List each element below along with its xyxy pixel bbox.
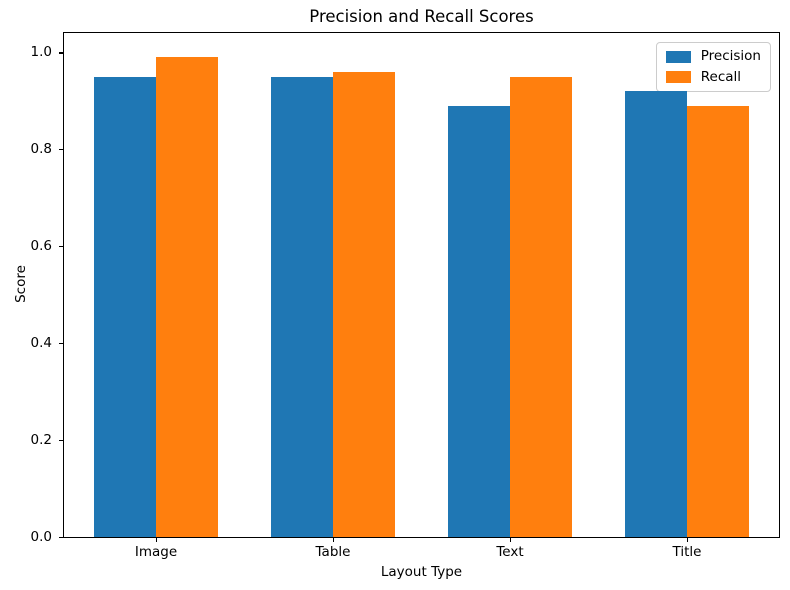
- x-tick-mark: [333, 538, 335, 542]
- legend-item-precision: Precision: [665, 48, 761, 64]
- x-tick-label-title: Title: [672, 544, 702, 560]
- y-tick-mark: [59, 440, 63, 442]
- bar-recall-table: [333, 71, 395, 537]
- y-tick-mark: [59, 537, 63, 539]
- x-tick-mark: [686, 538, 689, 542]
- y-axis-label: Score: [13, 265, 29, 303]
- x-tick-mark: [509, 538, 512, 542]
- bar-precision-title: [625, 91, 687, 537]
- legend-label-precision: Precision: [700, 48, 761, 64]
- bar-precision-text: [448, 105, 510, 537]
- bar-recall-text: [509, 76, 572, 537]
- x-tick-label-text: Text: [496, 544, 524, 560]
- y-tick-label: 0.8: [30, 140, 52, 157]
- x-tick-label-table: Table: [315, 544, 351, 560]
- recall-swatch-icon: [665, 71, 691, 84]
- bar-recall-title: [686, 105, 749, 537]
- chart-title: Precision and Recall Scores: [309, 7, 534, 26]
- precision-swatch-icon: [665, 50, 691, 63]
- y-tick-label: 0.0: [30, 528, 52, 545]
- bar-precision-image: [94, 76, 157, 537]
- y-tick-label: 0.2: [30, 431, 52, 448]
- bar-recall-image: [156, 57, 218, 537]
- y-tick-mark: [59, 149, 63, 151]
- y-tick-label: 0.6: [30, 237, 52, 254]
- legend: Precision Recall: [655, 42, 771, 92]
- legend-item-recall: Recall: [665, 68, 761, 85]
- x-tick-mark: [156, 538, 158, 542]
- legend-label-recall: Recall: [700, 68, 742, 85]
- y-tick-mark: [59, 52, 63, 54]
- bar-precision-table: [271, 76, 333, 537]
- y-tick-label: 0.4: [30, 334, 52, 351]
- plot-area: Precision Recall: [63, 32, 780, 538]
- x-axis-label: Layout Type: [380, 564, 463, 580]
- y-tick-mark: [59, 343, 63, 345]
- x-tick-label-image: Image: [134, 544, 178, 560]
- y-tick-label: 1.0: [30, 43, 52, 60]
- y-tick-mark: [59, 246, 63, 248]
